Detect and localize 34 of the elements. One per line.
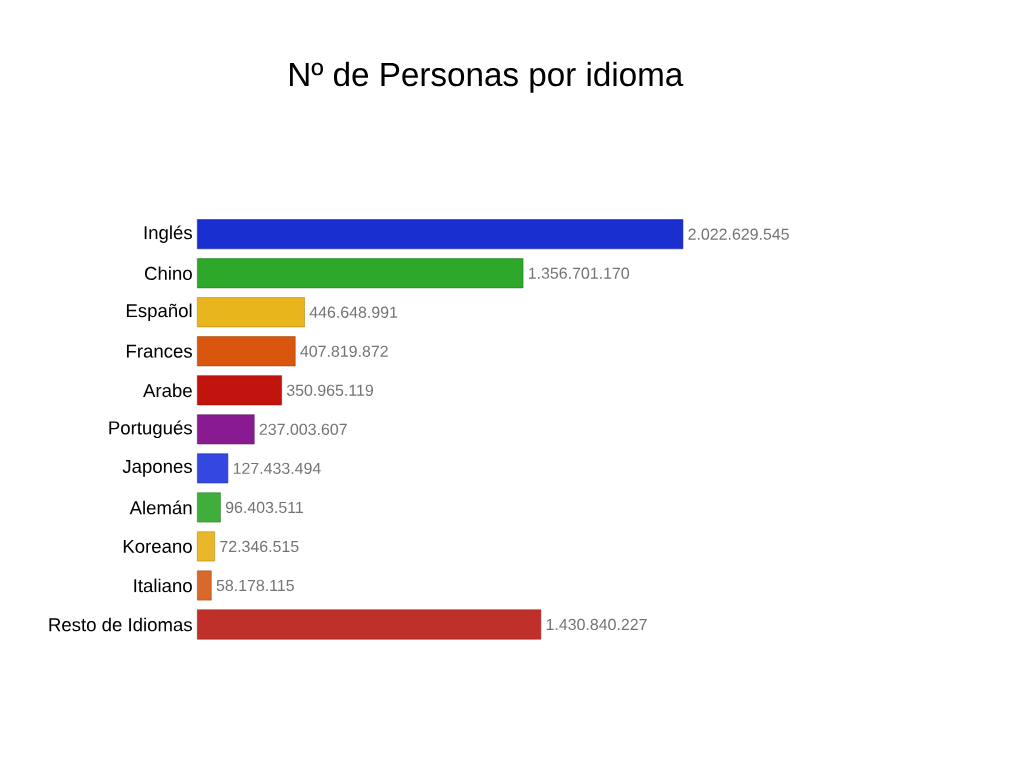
- y-tick-label: Koreano: [123, 539, 192, 553]
- data-label: 2.022.629.545: [688, 228, 789, 240]
- y-tick-label: Japones: [122, 460, 192, 477]
- bar: [197, 609, 542, 640]
- bar: [197, 297, 305, 328]
- y-tick-label: Portugués: [109, 420, 192, 439]
- bar: [197, 336, 296, 367]
- bar: [197, 219, 684, 250]
- data-label: 446.648.991: [309, 306, 398, 318]
- y-tick-label: Chino: [144, 266, 192, 281]
- data-label: 58.178.115: [216, 579, 294, 592]
- data-label: 350.965.119: [286, 384, 373, 396]
- bar: [197, 375, 282, 406]
- bar: [197, 570, 212, 601]
- data-label: 127.433.494: [233, 462, 321, 474]
- bar: [197, 531, 215, 562]
- y-tick-label: Italiano: [134, 578, 192, 593]
- y-tick-label: Inglés: [144, 225, 192, 243]
- y-tick-label: Arabe: [143, 383, 192, 398]
- bar: [197, 453, 229, 484]
- y-tick-label: Alemán: [129, 500, 192, 515]
- chart-title: Nº de Personas por idioma: [290, 61, 684, 93]
- data-label: 1.430.840.227: [546, 618, 647, 631]
- bar: [197, 492, 221, 523]
- y-tick-label: Resto de Idiomas: [49, 617, 192, 632]
- data-label: 407.819.872: [300, 345, 388, 357]
- bar: [197, 258, 524, 289]
- y-tick-label: Español: [126, 303, 192, 321]
- data-label: 72.346.515: [220, 540, 299, 553]
- bar: [197, 414, 255, 445]
- data-label: 237.003.607: [259, 423, 347, 435]
- data-label: 96.403.511: [225, 501, 303, 514]
- data-label: 1.356.701.170: [528, 267, 630, 279]
- y-tick-label: Frances: [126, 344, 192, 358]
